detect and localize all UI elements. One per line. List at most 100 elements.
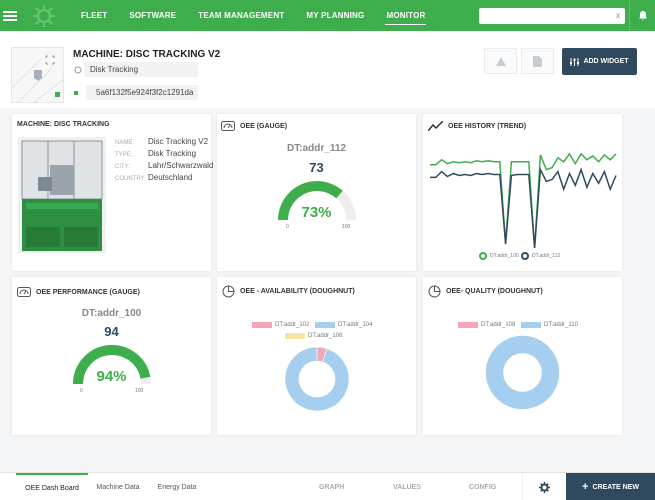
- notifications-bell-icon[interactable]: [629, 0, 655, 31]
- legend-swatch-blue: [521, 322, 541, 328]
- create-new-label: CREATE NEW: [592, 483, 639, 491]
- doughnut-slice-dt-addr-110[interactable]: [485, 335, 560, 410]
- trend-line-dt-addr-100: [430, 152, 617, 249]
- legend-label: DT:addr_110: [544, 322, 578, 328]
- field-value-city: Lahr/Schwarzwald: [148, 161, 214, 170]
- top-navbar: FLEET SOFTWARE TEAM MANAGEMENT MY PLANNI…: [0, 0, 655, 31]
- oee-history-chart: [430, 152, 617, 249]
- card-title-text: OEE HISTORY (TREND): [448, 122, 527, 130]
- card-title: OEE - AVAILABILITY (DOUGHNUT): [222, 285, 355, 298]
- document-button[interactable]: [521, 48, 554, 74]
- quality-card: OEE- QUALITY (DOUGHNUT) DT:addr_108 DT:a…: [423, 277, 622, 435]
- trend-line-dt-addr-112: [430, 166, 617, 249]
- menu-icon[interactable]: [3, 10, 17, 21]
- graph-button[interactable]: GRAPH: [319, 483, 345, 491]
- gauge-percent: 94%: [96, 368, 127, 385]
- warning-icon: [495, 56, 506, 66]
- card-title: OEE (GAUGE): [221, 121, 287, 131]
- settings-gear-icon[interactable]: [522, 473, 566, 500]
- card-title-text: OEE- QUALITY (DOUGHNUT): [446, 288, 543, 295]
- legend-marker-navy: [521, 252, 529, 260]
- bottom-toolbar: OEE Dash Board Machine Data Energy Data …: [0, 472, 655, 500]
- trend-icon: [428, 121, 443, 131]
- nav-monitor[interactable]: MONITOR: [385, 7, 427, 25]
- sliders-icon: [570, 57, 580, 66]
- tag-icon: [74, 66, 82, 73]
- nav-software[interactable]: SOFTWARE: [129, 11, 177, 20]
- gauge-percent: 73%: [301, 204, 332, 221]
- legend-label: DT:addr_100: [490, 253, 519, 259]
- legend-label: DT:addr_106: [308, 333, 343, 339]
- machine-field-labels: NAME: TYPE: CITY: COUNTRY:: [115, 137, 146, 185]
- legend-swatch-pink: [458, 322, 478, 328]
- field-label-city: CITY:: [115, 164, 131, 170]
- gauge-min-label: 0: [80, 388, 83, 394]
- add-widget-button[interactable]: ADD WIDGET: [562, 48, 637, 75]
- legend-swatch-blue: [315, 322, 335, 328]
- card-title: OEE PERFORMANCE (GAUGE): [17, 287, 140, 297]
- pie-chart-icon: [222, 285, 235, 298]
- legend-item[interactable]: DT:addr_108: [458, 322, 515, 328]
- oee-gauge-card: OEE (GAUGE) DT:addr_112 73 73% 0 100: [217, 114, 416, 271]
- field-value-name: Disc Tracking V2: [148, 137, 209, 146]
- machine-name: Disk Tracking: [84, 62, 198, 77]
- oee-performance-card: OEE PERFORMANCE (GAUGE) DT:addr_100 94 9…: [12, 277, 211, 435]
- card-title-text: OEE - AVAILABILITY (DOUGHNUT): [240, 288, 355, 295]
- card-title-text: OEE PERFORMANCE (GAUGE): [36, 288, 140, 296]
- legend-item[interactable]: DT:addr_104: [315, 322, 372, 328]
- oee-gauge-arc: [278, 181, 356, 221]
- availability-card: OEE - AVAILABILITY (DOUGHNUT) DT:addr_10…: [217, 277, 416, 435]
- tab-machine-data[interactable]: Machine Data: [96, 483, 140, 491]
- create-new-button[interactable]: + CREATE NEW: [566, 473, 655, 500]
- card-title-text: OEE (GAUGE): [240, 122, 288, 130]
- quality-doughnut: [485, 335, 560, 410]
- search-input[interactable]: x: [479, 8, 625, 24]
- machine-thumbnail: [11, 47, 64, 103]
- nav-my-planning[interactable]: MY PLANNING: [306, 11, 365, 20]
- gauge-series-label: DT:addr_112: [287, 143, 346, 154]
- nav-fleet[interactable]: FLEET: [81, 11, 108, 20]
- gauge-value: 73: [309, 160, 324, 175]
- gauge-series-label: DT:addr_100: [81, 308, 142, 319]
- legend-item[interactable]: DT:addr_110: [521, 322, 578, 328]
- machine-info-card: MACHINE: DISC TRACKING NAME: TYPE: CITY:…: [12, 114, 213, 271]
- gauge-icon: [221, 121, 235, 131]
- gauge-value: 94: [104, 324, 119, 339]
- tab-oee-dashboard[interactable]: OEE Dash Board: [16, 473, 88, 500]
- field-label-type: TYPE:: [115, 152, 133, 158]
- legend-label: DT:addr_112: [532, 253, 561, 259]
- gauge-icon: [17, 287, 31, 297]
- machine-field-values: Disc Tracking V2 Disk Tracking Lahr/Schw…: [148, 136, 213, 184]
- legend-swatch-pink: [252, 322, 272, 328]
- values-button[interactable]: VALUES: [393, 483, 421, 491]
- legend-item[interactable]: DT:addr_106: [285, 333, 342, 339]
- gauge-max-label: 100: [135, 388, 144, 394]
- legend-marker-green: [479, 252, 487, 260]
- machine-name-row: Disk Tracking: [74, 62, 198, 77]
- legend-item[interactable]: DT:addr_102: [252, 322, 309, 328]
- gauge-max-label: 100: [342, 224, 351, 230]
- field-value-country: Deutschland: [148, 173, 193, 182]
- nav-team-management[interactable]: TEAM MANAGEMENT: [198, 11, 285, 20]
- legend-swatch-yellow: [285, 333, 305, 339]
- tab-energy-data[interactable]: Energy Data: [157, 483, 197, 491]
- card-title: OEE HISTORY (TREND): [428, 121, 526, 131]
- card-title: OEE- QUALITY (DOUGHNUT): [428, 285, 543, 298]
- machine-id-row: 5a6f132f5e924f3f2c1291da: [74, 85, 198, 100]
- legend-item[interactable]: DT:addr_112: [521, 252, 560, 260]
- document-icon: [533, 55, 542, 67]
- field-label-country: COUNTRY:: [115, 176, 146, 182]
- clear-search-icon[interactable]: x: [616, 11, 620, 20]
- alert-button[interactable]: [484, 48, 517, 74]
- performance-gauge-arc: [73, 345, 151, 385]
- doughnut-slice-dt-addr-104[interactable]: [284, 346, 350, 412]
- field-value-type: Disk Tracking: [148, 149, 197, 158]
- legend-item[interactable]: DT:addr_100: [479, 252, 519, 260]
- gauge-min-label: 0: [286, 224, 289, 230]
- legend-label: DT:addr_108: [481, 322, 516, 328]
- gear-logo-icon[interactable]: [31, 3, 57, 29]
- availability-doughnut: [284, 346, 350, 412]
- add-widget-label: ADD WIDGET: [583, 58, 629, 65]
- machine-id: 5a6f132f5e924f3f2c1291da: [86, 85, 198, 100]
- config-button[interactable]: CONFIG: [469, 483, 497, 491]
